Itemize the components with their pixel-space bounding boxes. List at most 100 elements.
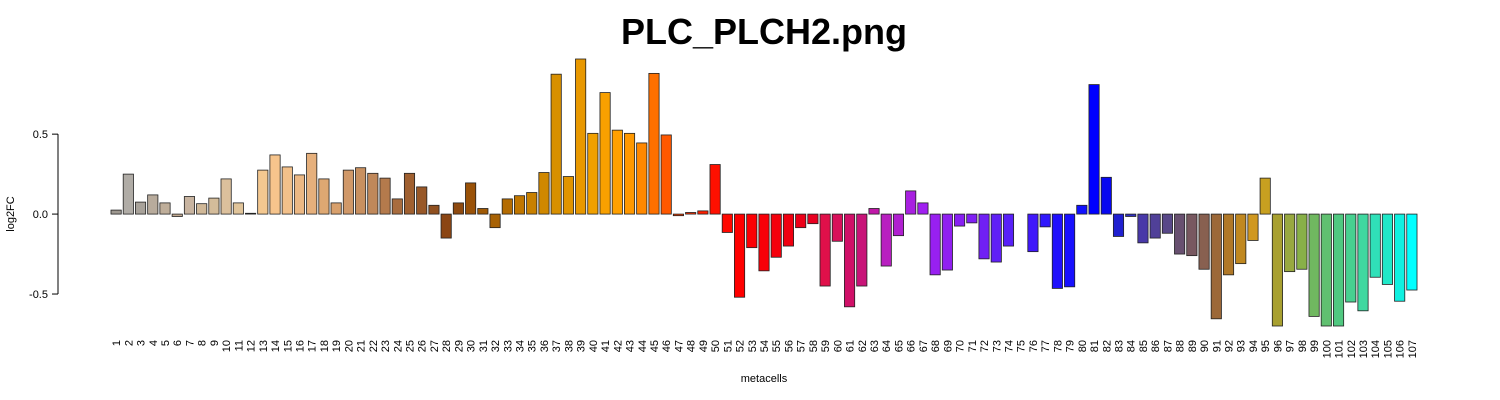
bar bbox=[721, 213, 733, 233]
bar bbox=[110, 209, 122, 215]
x-tick-label: 3 bbox=[136, 340, 148, 346]
bar bbox=[844, 213, 856, 308]
bar bbox=[489, 213, 501, 229]
x-tick-label: 34 bbox=[515, 340, 527, 352]
bar bbox=[795, 213, 807, 229]
x-tick-label: 65 bbox=[893, 340, 905, 352]
bar bbox=[1186, 213, 1198, 257]
x-tick-label: 43 bbox=[625, 340, 637, 352]
x-tick-label: 51 bbox=[722, 340, 734, 352]
bar bbox=[135, 201, 147, 215]
bar bbox=[428, 204, 440, 215]
bar bbox=[905, 190, 917, 215]
bar bbox=[1381, 213, 1393, 285]
bar bbox=[269, 154, 281, 215]
bar bbox=[477, 208, 489, 215]
bar bbox=[355, 167, 367, 215]
x-tick-label: 76 bbox=[1028, 340, 1040, 352]
x-tick-label: 41 bbox=[600, 340, 612, 352]
x-tick-label: 14 bbox=[270, 340, 282, 352]
x-tick-label: 78 bbox=[1052, 340, 1064, 352]
x-tick-label: 101 bbox=[1334, 340, 1346, 358]
bar bbox=[122, 173, 134, 215]
bar bbox=[954, 213, 966, 227]
x-tick-label: 29 bbox=[453, 340, 465, 352]
bar bbox=[1222, 213, 1235, 276]
bar bbox=[880, 213, 892, 267]
x-tick-label: 53 bbox=[747, 340, 759, 352]
bar bbox=[990, 213, 1002, 263]
bar bbox=[611, 129, 623, 215]
bar bbox=[868, 208, 880, 215]
bar bbox=[501, 198, 513, 215]
bar bbox=[538, 172, 550, 215]
bar bbox=[1161, 213, 1173, 234]
bar bbox=[562, 176, 574, 215]
x-tick-label: 69 bbox=[942, 340, 954, 352]
x-tick-label: 1 bbox=[111, 340, 123, 346]
bar bbox=[941, 213, 953, 271]
x-tick-label: 68 bbox=[930, 340, 942, 352]
x-tick-label: 97 bbox=[1285, 340, 1297, 352]
x-tick-label: 10 bbox=[221, 340, 233, 352]
bar bbox=[1259, 177, 1271, 215]
bar bbox=[171, 213, 183, 217]
x-tick-label: 95 bbox=[1260, 340, 1272, 352]
x-tick-label: 59 bbox=[820, 340, 832, 352]
bar bbox=[1308, 213, 1320, 317]
bar bbox=[159, 202, 171, 215]
bar bbox=[1296, 213, 1308, 270]
x-tick-label: 67 bbox=[918, 340, 930, 352]
x-tick-label: 104 bbox=[1370, 340, 1382, 358]
bar bbox=[1002, 213, 1015, 247]
x-tick-label: 47 bbox=[673, 340, 685, 352]
bar bbox=[1088, 84, 1100, 215]
bar bbox=[183, 196, 195, 215]
bar bbox=[807, 213, 819, 225]
x-tick-label: 72 bbox=[979, 340, 991, 352]
bar bbox=[1051, 213, 1063, 289]
bar bbox=[1210, 213, 1222, 320]
bar bbox=[746, 213, 758, 249]
bar bbox=[257, 169, 269, 215]
x-tick-label: 90 bbox=[1199, 340, 1211, 352]
bar bbox=[758, 213, 770, 272]
x-tick-label: 20 bbox=[343, 340, 355, 352]
x-tick-label: 60 bbox=[832, 340, 844, 352]
x-tick-label: 32 bbox=[490, 340, 502, 352]
bar bbox=[147, 194, 159, 215]
x-tick-label: 57 bbox=[796, 340, 808, 352]
x-tick-label: 17 bbox=[307, 340, 319, 352]
x-tick-label: 92 bbox=[1224, 340, 1236, 352]
bar bbox=[1357, 213, 1369, 312]
x-tick-label: 93 bbox=[1236, 340, 1248, 352]
bar bbox=[1247, 213, 1259, 241]
chart-title: PLC_PLCH2.png bbox=[621, 11, 907, 52]
x-tick-label: 84 bbox=[1126, 340, 1138, 352]
x-tick-label: 25 bbox=[404, 340, 416, 352]
bar bbox=[367, 172, 379, 215]
bar bbox=[550, 73, 562, 215]
bar bbox=[1271, 213, 1283, 327]
x-tick-label: 66 bbox=[906, 340, 918, 352]
x-tick-label: 87 bbox=[1162, 340, 1174, 352]
bar bbox=[1284, 213, 1296, 273]
x-tick-label: 2 bbox=[123, 340, 135, 346]
x-tick-label: 19 bbox=[331, 340, 343, 352]
x-tick-label: 98 bbox=[1297, 340, 1309, 352]
x-tick-label: 13 bbox=[258, 340, 270, 352]
x-tick-label: 52 bbox=[735, 340, 747, 352]
bar bbox=[734, 213, 746, 298]
x-tick-label: 63 bbox=[869, 340, 881, 352]
x-tick-label: 46 bbox=[661, 340, 673, 352]
x-axis-label: metacells bbox=[741, 373, 788, 385]
bar bbox=[465, 182, 477, 215]
x-tick-label: 62 bbox=[857, 340, 869, 352]
y-tick-label: 0.5 bbox=[33, 129, 48, 141]
x-tick-label: 38 bbox=[563, 340, 575, 352]
x-tick-label: 71 bbox=[967, 340, 979, 352]
bar bbox=[1394, 213, 1406, 302]
x-tick-label: 77 bbox=[1040, 340, 1052, 352]
bar bbox=[966, 213, 978, 224]
bar bbox=[623, 132, 636, 215]
